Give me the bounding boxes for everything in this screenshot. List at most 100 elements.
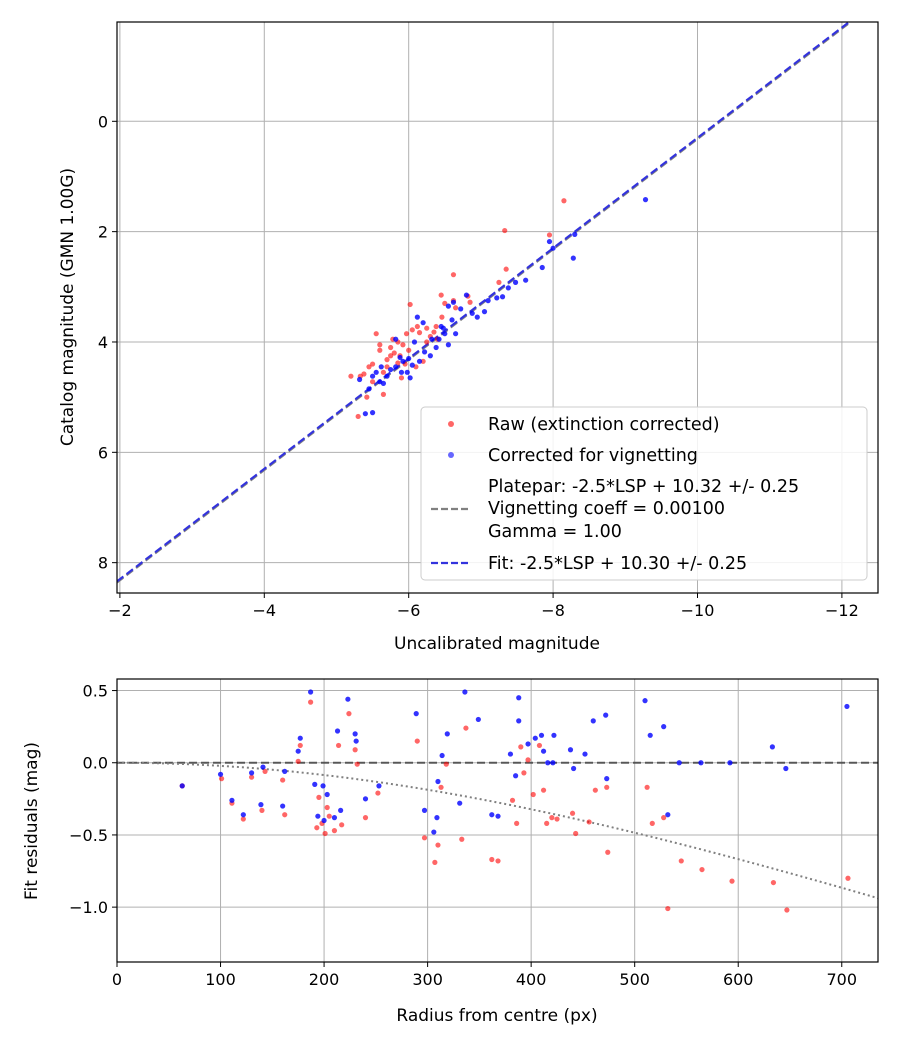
point-corrected <box>450 299 457 305</box>
point-corrected <box>474 314 480 320</box>
point-raw <box>489 856 495 863</box>
point-corrected <box>352 731 358 737</box>
point-corrected <box>647 732 653 738</box>
point-corrected <box>539 264 545 271</box>
point-corrected <box>280 803 286 809</box>
point-raw <box>262 768 268 775</box>
y-tick-label: −0.5 <box>69 826 108 845</box>
x-tick-label: 400 <box>516 970 547 989</box>
point-raw <box>391 350 397 356</box>
point-raw <box>316 794 322 801</box>
point-corrected <box>331 815 338 821</box>
point-corrected <box>769 744 775 750</box>
point-raw <box>521 770 527 776</box>
vignetting-curve <box>117 761 878 900</box>
point-corrected <box>249 770 255 776</box>
y-tick-label: −1.0 <box>69 898 108 917</box>
point-raw <box>375 790 381 796</box>
point-raw <box>573 830 579 837</box>
x-tick-label: −2 <box>108 601 132 620</box>
point-raw <box>784 907 790 913</box>
point-corrected <box>523 277 529 283</box>
point-raw <box>403 331 410 337</box>
point-corrected <box>485 298 491 304</box>
point-corrected <box>217 771 224 777</box>
point-raw <box>352 747 358 753</box>
point-corrected <box>516 718 522 724</box>
legend-label-raw: Raw (extinction corrected) <box>488 415 720 435</box>
point-corrected <box>362 411 368 417</box>
point-raw <box>536 742 543 749</box>
point-corrected <box>400 358 406 364</box>
point-raw <box>324 804 330 811</box>
point-raw <box>604 784 610 790</box>
point-raw <box>586 819 592 825</box>
point-corrected <box>321 817 327 824</box>
legend-marker-raw <box>448 421 454 427</box>
x-tick-label: −8 <box>541 601 565 620</box>
y-tick-label: 0 <box>98 112 108 131</box>
point-raw <box>280 777 286 783</box>
point-corrected <box>315 813 321 819</box>
point-corrected <box>338 807 344 813</box>
point-corrected <box>571 765 577 772</box>
top-y-axis-label: Catalog magnitude (GMN 1.00G) <box>58 168 78 446</box>
point-raw <box>354 761 360 767</box>
point-raw <box>431 329 437 335</box>
point-corrected <box>481 309 488 315</box>
point-corrected <box>421 349 428 355</box>
point-raw <box>438 784 444 790</box>
point-corrected <box>393 336 399 342</box>
point-corrected <box>550 760 556 766</box>
top-x-axis-label: Uncalibrated magnitude <box>394 634 600 654</box>
point-raw <box>546 232 553 238</box>
point-raw <box>453 305 459 311</box>
point-raw <box>331 828 338 834</box>
point-corrected <box>499 294 506 300</box>
point-corrected <box>353 738 359 744</box>
point-corrected <box>406 355 412 362</box>
point-raw <box>395 360 401 366</box>
point-corrected <box>334 728 341 734</box>
point-raw <box>400 342 406 348</box>
bottom-panel: 0 100 200 300 400 500 600 700 0.5 0.0 −0.5 −1.0 Ra… <box>22 678 879 1026</box>
point-corrected <box>661 724 667 730</box>
point-corrected <box>590 718 596 724</box>
point-raw <box>518 744 524 750</box>
x-tick-label: 200 <box>309 970 340 989</box>
point-corrected <box>727 760 733 766</box>
point-raw <box>414 323 420 330</box>
point-corrected <box>258 802 264 808</box>
point-corrected <box>436 336 442 342</box>
point-corrected <box>376 783 382 789</box>
point-raw <box>416 330 423 336</box>
x-tick-label: 0 <box>112 970 122 989</box>
y-tick-label: 6 <box>98 443 108 462</box>
point-raw <box>432 859 438 865</box>
point-corrected <box>369 373 376 379</box>
y-tick-label: 0.5 <box>83 682 108 701</box>
point-corrected <box>308 689 314 695</box>
point-corrected <box>603 712 609 718</box>
point-corrected <box>240 812 246 818</box>
point-raw <box>282 812 288 818</box>
point-corrected <box>384 373 390 379</box>
point-corrected <box>320 783 326 789</box>
point-corrected <box>357 376 363 383</box>
bottom-scatter-points <box>179 689 851 913</box>
point-corrected <box>449 317 455 323</box>
point-raw <box>407 301 413 308</box>
point-raw <box>384 364 390 370</box>
point-corrected <box>453 331 459 337</box>
point-raw <box>362 815 369 821</box>
point-raw <box>369 379 376 385</box>
point-corrected <box>312 781 318 788</box>
point-corrected <box>642 197 649 203</box>
point-raw <box>770 879 777 886</box>
point-corrected <box>525 741 531 747</box>
legend-label-corrected: Corrected for vignetting <box>488 446 698 466</box>
point-raw <box>525 757 531 763</box>
point-corrected <box>414 314 420 320</box>
point-raw <box>366 364 372 370</box>
point-corrected <box>844 703 850 710</box>
